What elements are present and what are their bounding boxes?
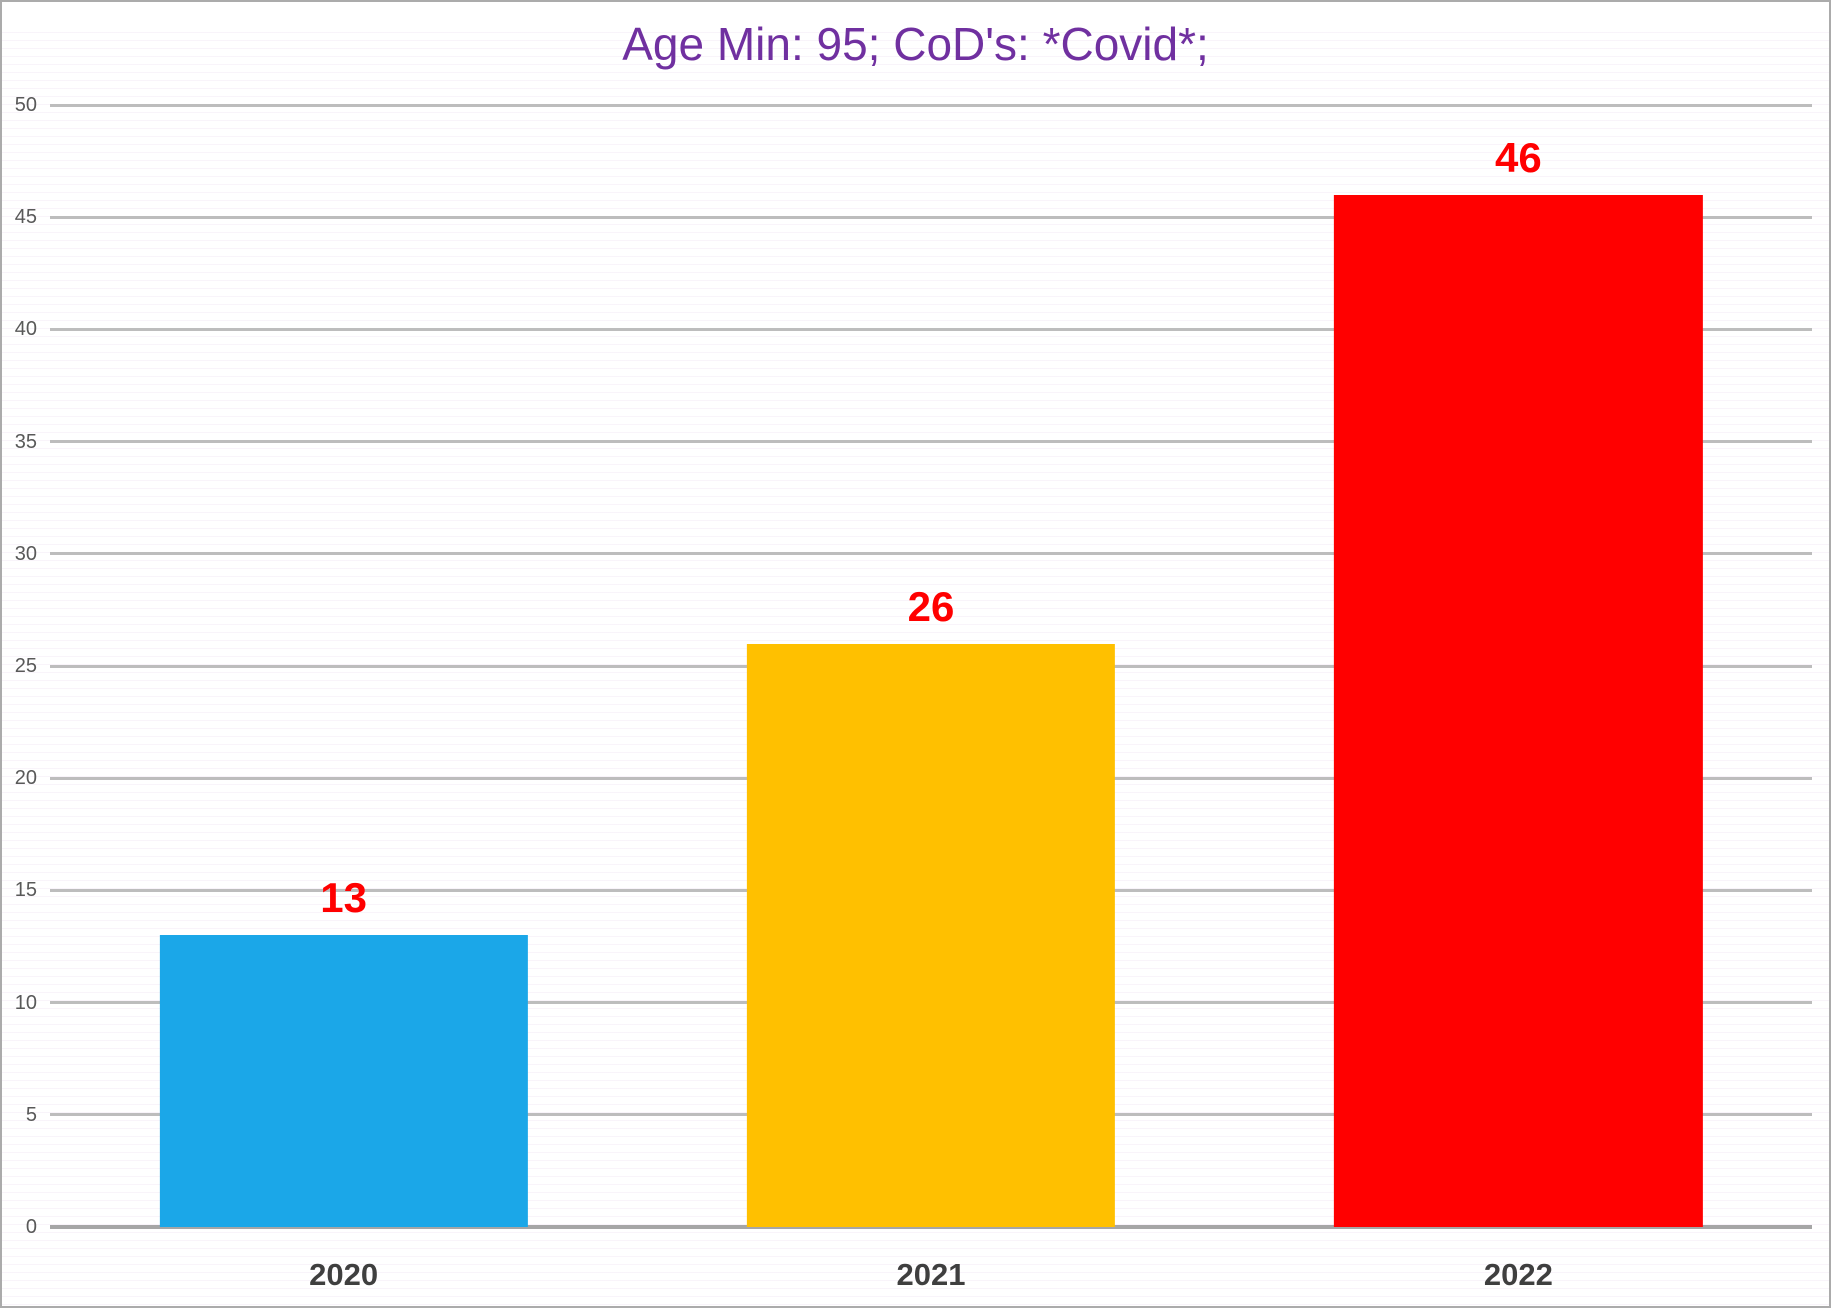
y-axis: 0 5 10 15 20 25 30 35 40 45 50 xyxy=(2,95,42,1237)
y-axis-tick-label: 15 xyxy=(14,879,37,902)
bar-2022 xyxy=(1334,194,1703,1227)
y-axis-tick-label: 35 xyxy=(14,430,37,453)
y-axis-tick-label: 50 xyxy=(14,94,37,116)
y-axis-tick-label: 30 xyxy=(14,542,37,565)
gridline xyxy=(50,103,1812,107)
y-axis-tick-label: 25 xyxy=(14,655,37,677)
gridline xyxy=(50,327,1812,331)
plot-area: 13 26 46 xyxy=(50,103,1812,1229)
y-axis-tick-label: 20 xyxy=(14,767,37,790)
chart-title: Age Min: 95; CoD's: *Covid*; xyxy=(622,18,1209,70)
y-axis-tick-label: 45 xyxy=(14,206,37,229)
gridline xyxy=(50,440,1812,444)
gridline xyxy=(50,552,1812,556)
data-label-2020: 13 xyxy=(320,874,368,922)
bar-2021 xyxy=(746,643,1116,1227)
data-label-2021: 26 xyxy=(907,582,955,630)
y-axis-tick-label: 40 xyxy=(14,318,37,341)
gridline xyxy=(50,215,1812,219)
x-axis-line xyxy=(50,1225,1812,1229)
bar-2020 xyxy=(159,935,528,1227)
data-label-2022: 46 xyxy=(1494,133,1542,181)
y-axis-tick-label: 0 xyxy=(25,1216,37,1238)
y-axis-tick-label: 5 xyxy=(25,1103,37,1126)
y-axis-tick-label: 10 xyxy=(14,991,37,1014)
x-axis-tick-label: 2021 xyxy=(896,1257,966,1292)
x-axis-tick-label: 2022 xyxy=(1483,1257,1553,1292)
x-axis-tick-label: 2020 xyxy=(309,1257,379,1292)
x-axis: 2020 2021 2022 xyxy=(50,1254,1812,1306)
